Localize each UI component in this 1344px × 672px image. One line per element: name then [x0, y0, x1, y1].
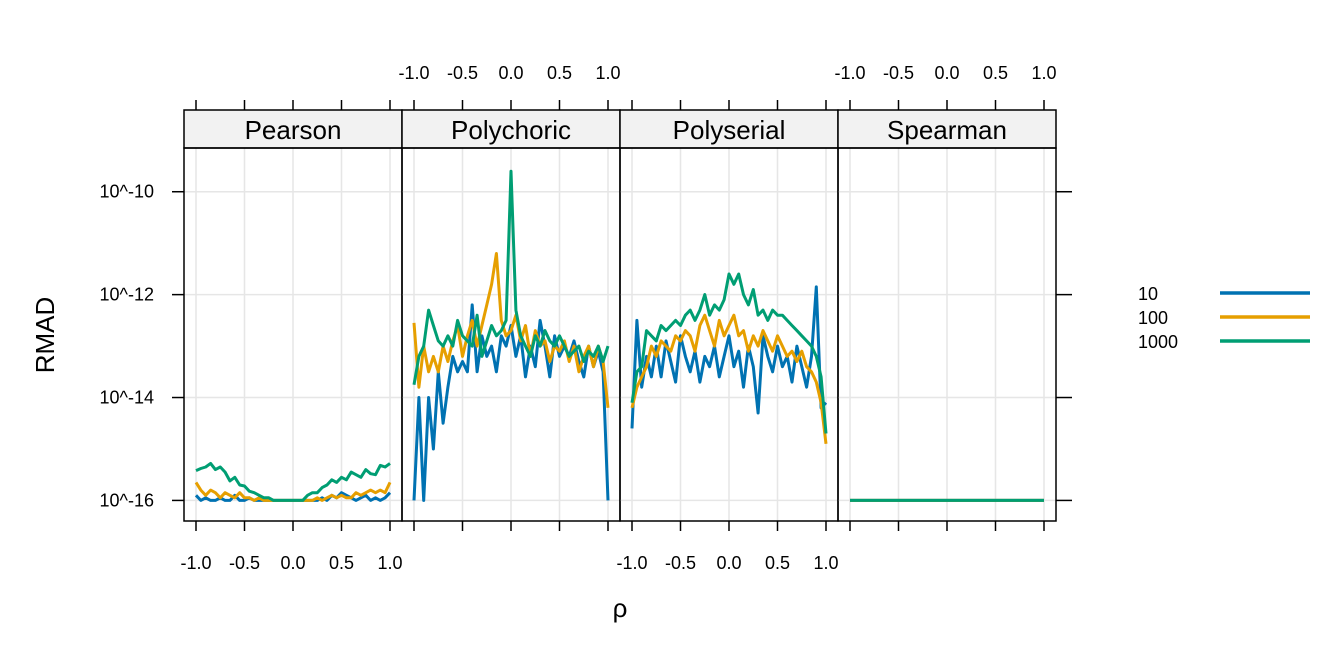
strip-polychoric: [401, 109, 621, 149]
strip-label: Polychoric: [451, 115, 571, 145]
x-tick-label: -1.0: [180, 553, 211, 573]
strip-label: Polyserial: [673, 115, 786, 145]
legend-label: 1000: [1138, 332, 1178, 352]
x-tick-label: 0.5: [765, 553, 790, 573]
x-tick-label: -1.0: [616, 553, 647, 573]
x-tick-label: -0.5: [229, 553, 260, 573]
y-tick-label: 10^-12: [100, 285, 154, 305]
strip-spearman: [837, 109, 1057, 149]
y-axis-title: RMAD: [30, 297, 60, 374]
x-tick-label: 1.0: [595, 63, 620, 83]
x-tick-label: 1.0: [1031, 63, 1056, 83]
x-tick-label: -1.0: [398, 63, 429, 83]
x-tick-label: 0.0: [716, 553, 741, 573]
y-tick-label: 10^-16: [100, 490, 154, 510]
series-line-1000: [630, 272, 828, 434]
x-tick-label: 0.0: [280, 553, 305, 573]
strip-label: Spearman: [887, 115, 1007, 145]
x-axis-title: ρ: [613, 593, 628, 623]
x-tick-label: 1.0: [377, 553, 402, 573]
panel-spearman: Spearman -1.0 -0.5 0.0 0.5 1.0: [834, 63, 1057, 531]
series-line-100: [412, 252, 610, 408]
panel-pearson: Pearson -1.0 -0.5 0.0 0.5 1.0: [180, 100, 403, 573]
y-tick-label: 10^-14: [100, 388, 154, 408]
x-tick-label: 0.5: [329, 553, 354, 573]
x-tick-label: 0.5: [983, 63, 1008, 83]
legend-label: 100: [1138, 308, 1168, 328]
x-tick-label: 0.5: [547, 63, 572, 83]
strip-label: Pearson: [245, 115, 342, 145]
series-line-1000: [412, 169, 610, 385]
x-tick-label: 1.0: [813, 553, 838, 573]
x-tick-label: 0.0: [498, 63, 523, 83]
series-line-10: [630, 285, 828, 429]
x-tick-label: 0.0: [934, 63, 959, 83]
legend-label: 10: [1138, 284, 1158, 304]
x-tick-label: -0.5: [883, 63, 914, 83]
panel-polychoric: Polychoric -1.0 -0.5 0.0 0.5 1.0: [398, 63, 621, 531]
series-line-1000: [195, 461, 391, 502]
panels-group: Pearson -1.0 -0.5 0.0 0.5 1.0 Polychoric -1.0 -0…: [180, 63, 1057, 573]
x-tick-label: -0.5: [447, 63, 478, 83]
axes-group: 10^-10 10^-12 10^-14 10^-16: [100, 182, 1072, 510]
series-line-100: [630, 313, 828, 444]
y-tick-label: 10^-10: [100, 182, 154, 202]
x-tick-label: -0.5: [665, 553, 696, 573]
x-tick-label: -1.0: [834, 63, 865, 83]
strip-pearson: [183, 109, 403, 149]
legend: 10 100 1000: [1138, 284, 1310, 352]
panel-polyserial: Polyserial -1.0 -0.5 0.0 0.5 1.0: [616, 100, 839, 573]
